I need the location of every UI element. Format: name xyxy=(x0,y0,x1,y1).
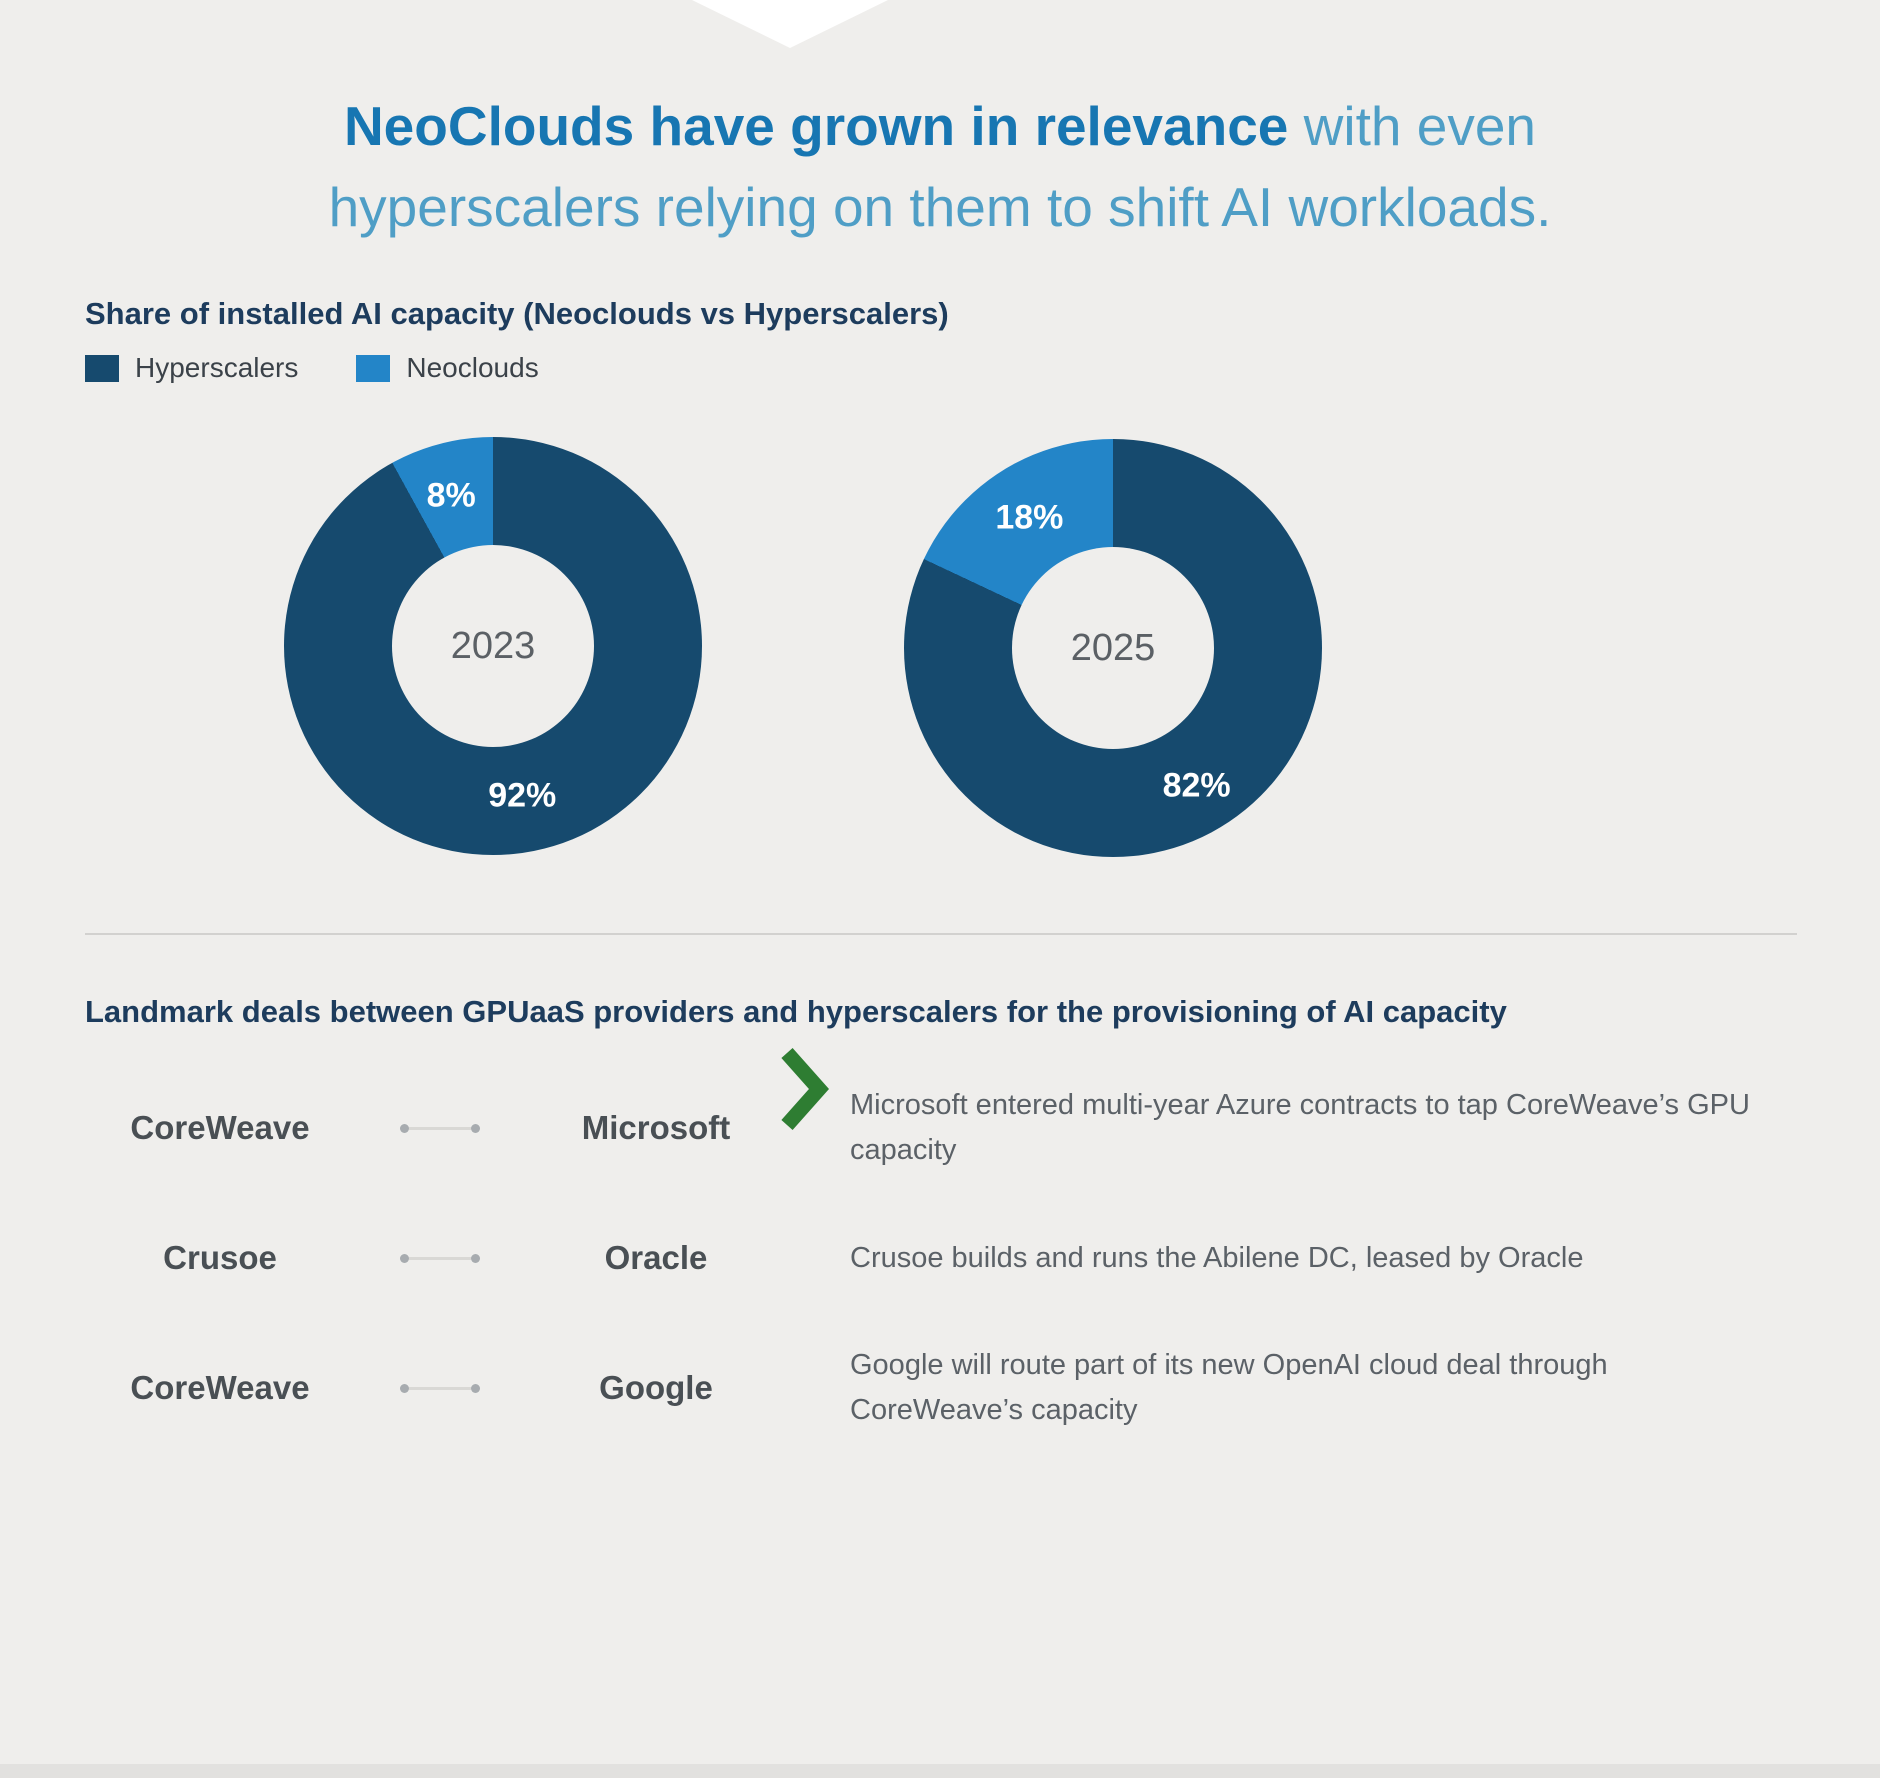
deal-description: Crusoe builds and runs the Abilene DC, l… xyxy=(850,1241,1584,1274)
section-divider xyxy=(85,933,1797,935)
connector-line xyxy=(409,1126,471,1130)
donut-center-label-2025: 2025 xyxy=(1012,547,1214,749)
deal-row-coreweave-microsoft: CoreWeave Microsoft Microsoft entered mu… xyxy=(0,1078,1880,1178)
deal-description: Microsoft entered multi-year Azure contr… xyxy=(850,1089,1750,1166)
donut-chart-2023: 2023 8% 92% xyxy=(284,437,702,855)
page-title: NeoClouds have grown in relevance with e… xyxy=(230,86,1650,249)
provider-name: CoreWeave xyxy=(130,1109,310,1146)
arrow-icon xyxy=(777,1042,829,1136)
deals-list: CoreWeave Microsoft Microsoft entered mu… xyxy=(0,1078,1880,1438)
deal-row-coreweave-google: CoreWeave Google Google will route part … xyxy=(0,1338,1880,1438)
connector-dot xyxy=(400,1383,409,1393)
connector-dot xyxy=(471,1253,480,1263)
connector-icon xyxy=(400,1253,480,1263)
partner-name: Microsoft xyxy=(581,1109,731,1146)
title-emphasis: NeoClouds have grown in relevance xyxy=(343,95,1289,157)
title-tail: with even xyxy=(1288,95,1537,157)
neoclouds-share-label-2023: 8% xyxy=(426,476,476,515)
partner-name: Oracle xyxy=(604,1239,708,1276)
hyperscalers-swatch-icon xyxy=(85,354,119,382)
deals-heading: Landmark deals between GPUaaS providers … xyxy=(85,994,1507,1029)
provider-name: Crusoe xyxy=(163,1239,277,1276)
deal-row-crusoe-oracle: Crusoe Oracle Crusoe builds and runs the… xyxy=(0,1208,1880,1308)
chart-title: Share of installed AI capacity (Neocloud… xyxy=(85,296,949,331)
partner-name: Google xyxy=(599,1369,713,1406)
connector-line xyxy=(409,1386,471,1390)
connector-icon xyxy=(400,1123,480,1133)
hyperscalers-share-label-2025: 82% xyxy=(1162,766,1231,805)
donut-charts: 2023 8% 92% 2025 18% 82% xyxy=(0,437,1880,1130)
legend-item-hyperscalers: Hyperscalers xyxy=(85,352,298,384)
connector-dot xyxy=(400,1253,409,1263)
donut-center-label-2023: 2023 xyxy=(392,545,594,747)
legend-label-hyperscalers: Hyperscalers xyxy=(135,352,299,383)
connector-dot xyxy=(400,1123,409,1133)
hyperscalers-share-label-2023: 92% xyxy=(488,776,557,815)
legend-label-neoclouds: Neoclouds xyxy=(406,352,539,383)
legend-item-neoclouds: Neoclouds xyxy=(356,352,539,384)
connector-icon xyxy=(400,1383,480,1393)
section-arrow-notch xyxy=(692,0,888,48)
title-line2: hyperscalers relying on them to shift AI… xyxy=(328,176,1552,239)
provider-name: CoreWeave xyxy=(130,1369,310,1406)
connector-line xyxy=(409,1256,471,1260)
neoclouds-swatch-icon xyxy=(356,354,391,382)
chart-legend: Hyperscalers Neoclouds xyxy=(85,352,539,384)
neoclouds-share-label-2025: 18% xyxy=(995,498,1064,537)
donut-chart-2025: 2025 18% 82% xyxy=(904,439,1322,857)
connector-dot xyxy=(471,1383,480,1393)
connector-dot xyxy=(471,1123,480,1133)
deal-description: Google will route part of its new OpenAI… xyxy=(850,1349,1608,1426)
bottom-strip xyxy=(0,1764,1880,1778)
